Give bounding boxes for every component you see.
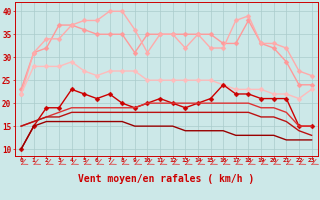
X-axis label: Vent moyen/en rafales ( km/h ): Vent moyen/en rafales ( km/h ) bbox=[78, 174, 254, 184]
